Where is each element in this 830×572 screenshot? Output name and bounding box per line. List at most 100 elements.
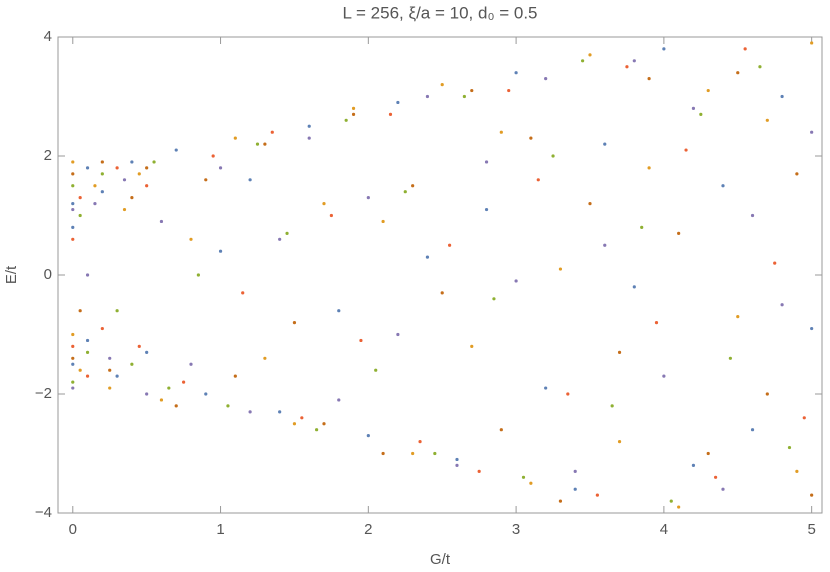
point [85, 374, 90, 378]
point [411, 451, 415, 456]
point [780, 303, 784, 307]
point [381, 451, 385, 456]
x-tick-label: 4 [660, 521, 668, 538]
point [470, 88, 474, 93]
point [795, 172, 799, 176]
point [581, 59, 585, 63]
point [351, 112, 356, 116]
point [122, 178, 127, 182]
point [204, 392, 208, 396]
point [100, 190, 104, 194]
point [71, 207, 75, 212]
point [145, 392, 149, 396]
point [810, 326, 814, 331]
point [71, 184, 75, 188]
point [85, 350, 90, 354]
point [71, 225, 75, 229]
point [130, 160, 134, 164]
x-axis-label: G/t [430, 551, 451, 568]
point [351, 106, 356, 110]
point [773, 261, 777, 265]
point [71, 202, 75, 206]
point [233, 374, 237, 378]
point [100, 172, 104, 176]
point [736, 71, 740, 75]
point [573, 469, 577, 473]
point [455, 457, 459, 462]
point [795, 469, 799, 473]
point [433, 451, 437, 456]
point [100, 160, 104, 164]
point [159, 398, 164, 402]
point [699, 112, 703, 116]
point [758, 65, 762, 69]
point [440, 291, 444, 295]
point [706, 451, 710, 456]
chart-title: L = 256, ξ/a = 10, d₀ = 0.5 [342, 3, 537, 22]
point [396, 100, 400, 105]
point [566, 392, 570, 396]
point [233, 136, 237, 140]
point [71, 172, 75, 176]
point [292, 422, 297, 426]
point [78, 309, 82, 313]
y-axis-label: E/t [3, 265, 20, 284]
point [691, 106, 696, 110]
point [425, 255, 430, 259]
point [677, 231, 681, 235]
point [108, 386, 112, 390]
point [425, 94, 430, 99]
point [662, 374, 666, 378]
plot-frame [57, 36, 823, 514]
point [145, 184, 149, 188]
point [470, 344, 474, 348]
point [78, 196, 82, 200]
point [544, 77, 548, 81]
point [610, 404, 614, 408]
x-tick-label: 0 [69, 521, 77, 538]
point [189, 362, 193, 366]
point [300, 416, 304, 420]
point [278, 410, 282, 414]
point [71, 160, 75, 164]
y-tick-label: 2 [44, 147, 52, 164]
point [174, 148, 178, 152]
point [374, 368, 378, 372]
point [750, 213, 755, 218]
point [344, 118, 348, 122]
point [115, 374, 119, 378]
point [499, 130, 503, 134]
point [603, 142, 607, 146]
point [322, 422, 326, 426]
point [418, 440, 422, 444]
point [632, 59, 636, 63]
point [802, 416, 806, 420]
point [677, 505, 681, 509]
point [71, 332, 75, 337]
point [196, 273, 200, 277]
x-tick-label: 2 [364, 521, 372, 538]
point [529, 481, 533, 485]
point [329, 213, 333, 218]
point [780, 94, 784, 99]
point [684, 148, 688, 152]
point [551, 154, 555, 158]
x-tick-label: 3 [512, 521, 520, 538]
point [440, 83, 444, 87]
y-tick-label: −2 [35, 385, 52, 402]
point [248, 410, 252, 414]
point [130, 196, 134, 200]
y-tick-label: −4 [35, 504, 52, 521]
point [218, 166, 223, 170]
point [765, 392, 769, 396]
point [182, 380, 186, 384]
point [514, 71, 518, 75]
point [71, 344, 75, 348]
point [573, 487, 577, 491]
point [558, 499, 563, 503]
point [322, 202, 326, 206]
point [137, 172, 141, 176]
point [492, 297, 496, 301]
point [122, 207, 127, 212]
